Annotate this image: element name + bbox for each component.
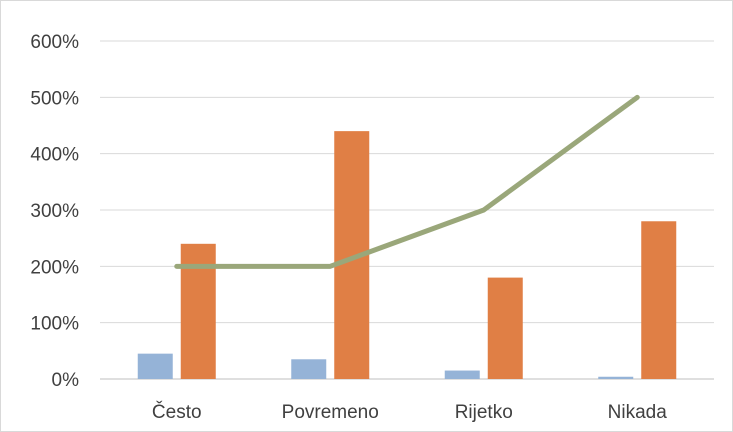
bars <box>137 131 677 379</box>
bar-2-3 <box>641 221 677 379</box>
y-tick-label: 400% <box>30 145 79 166</box>
bar-2-2 <box>487 277 523 379</box>
x-axis-tick-labels: Često Povremeno Rijetko Nikada <box>152 401 667 423</box>
y-tick-label: 100% <box>30 314 79 335</box>
bar-1-3 <box>598 376 634 379</box>
y-tick-label: 0% <box>52 370 80 391</box>
y-tick-label: 200% <box>30 257 79 278</box>
line-series-1 <box>174 94 640 269</box>
x-tick-label: Nikada <box>608 402 668 423</box>
bar-1-0 <box>137 353 173 379</box>
y-tick-label: 500% <box>30 88 79 109</box>
x-tick-label: Često <box>152 401 202 423</box>
x-tick-label: Rijetko <box>455 402 513 423</box>
y-axis-tick-labels: 0% 100% 200% 300% 400% 500% 600% <box>30 32 79 391</box>
y-tick-label: 300% <box>30 201 79 222</box>
bar-1-2 <box>444 370 480 379</box>
x-tick-label: Povremeno <box>282 402 379 423</box>
bar-1-1 <box>291 359 327 379</box>
y-tick-label: 600% <box>30 32 79 53</box>
line-series <box>174 94 640 269</box>
